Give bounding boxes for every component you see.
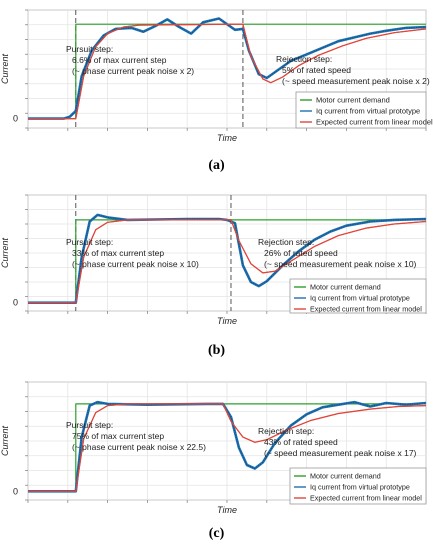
series-line-expected-overlay [28, 219, 427, 304]
annotation-line: 43% of rated speed [264, 437, 338, 447]
legend-label: Motor current demand [310, 472, 381, 481]
annotation-line: (~ phase current peak noise x 22.5) [72, 442, 206, 452]
annotation-title: Pursuit step: [66, 237, 113, 247]
legend-label: Expected current from linear model [316, 118, 433, 127]
series-noise-band [28, 401, 427, 492]
annotation-title: Pursuit step: [66, 44, 113, 54]
caption-c: (c) [208, 526, 225, 541]
legend-label: Expected current from linear model [310, 305, 422, 314]
y-tick-label: 0 [13, 114, 18, 124]
x-axis-label: Time [217, 316, 237, 326]
annotation-line: (~ speed measurement peak noise x 17) [264, 448, 417, 458]
annotation-line: (~ speed measurement peak noise x 2) [282, 76, 430, 86]
chart-panel-c: 0 Current Time Pursuit step:75% of max curr… [0, 381, 427, 515]
legend-label: Iq current from virtual prototype [310, 294, 410, 303]
caption-b: (b) [207, 343, 226, 358]
legend-box [289, 278, 427, 314]
caption-a: (a) [208, 158, 225, 173]
legend-label: Motor current demand [316, 96, 390, 105]
legend: Motor current demand Iq current from virt… [289, 467, 427, 505]
annotation-title: Rejection step: [276, 54, 332, 64]
annotation-line: 75% of max current step [72, 431, 164, 441]
series-line-expected-overlay [28, 23, 427, 120]
grid [28, 382, 426, 500]
y-tick-label: 0 [13, 298, 18, 308]
annotation-line: 33% of max current step [72, 248, 164, 258]
annotation-line: (~ speed measurement peak noise x 10) [264, 259, 417, 269]
annotation-title: Rejection step: [258, 426, 314, 436]
legend-label: Iq current from virtual prototype [310, 483, 410, 492]
x-axis-label: Time [217, 505, 237, 515]
annotation-line: (~ phase current peak noise x 10) [72, 259, 199, 269]
annotation-line: 26% of rated speed [264, 248, 338, 258]
legend: Motor current demand Iq current from virt… [289, 278, 427, 314]
annotation-line: 5% of rated speed [282, 65, 351, 75]
chart-panel-a: 0 Current Time Pursuit step:6.6% of max cur… [0, 9, 433, 143]
legend-label: Motor current demand [310, 283, 381, 292]
y-axis-label: Current [0, 53, 10, 84]
chart-panel-b: 0 Current Time Pursuit step:33% of max curr… [0, 194, 427, 326]
annotation-title: Rejection step: [258, 237, 314, 247]
legend-label: Iq current from virtual prototype [316, 107, 420, 116]
legend-label: Expected current from linear model [310, 494, 422, 503]
legend-box [289, 467, 427, 505]
series-line-expected-overlay [28, 403, 427, 492]
y-axis-label: Current [0, 237, 10, 268]
annotation-line: 6.6% of max current step [72, 55, 167, 65]
legend: Motor current demand Iq current from virt… [295, 91, 433, 129]
x-axis-label: Time [217, 133, 237, 143]
annotation-title: Pursuit step: [66, 420, 113, 430]
legend-box [295, 91, 427, 129]
y-axis-label: Current [0, 425, 10, 456]
grid [28, 195, 426, 311]
annotation-line: (~ phase current peak noise x 2) [72, 66, 194, 76]
y-tick-label: 0 [13, 486, 18, 496]
